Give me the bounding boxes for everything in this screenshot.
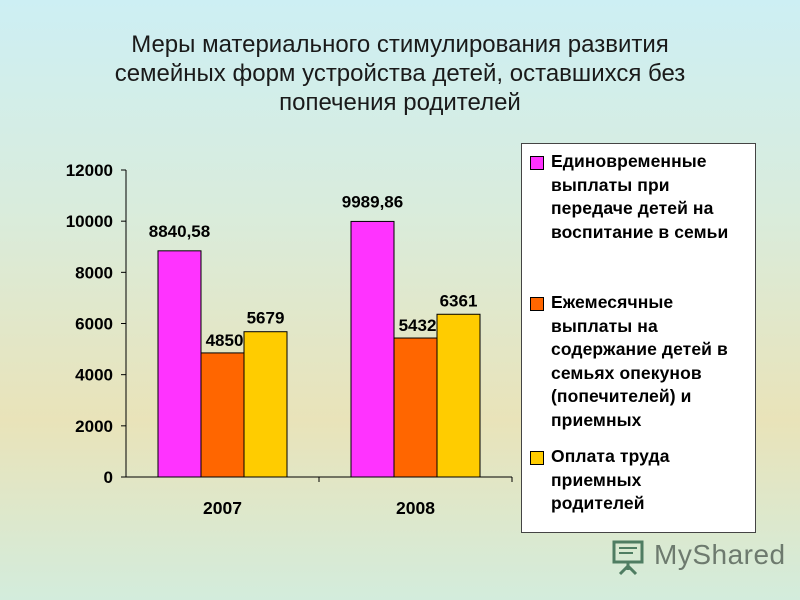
y-tick-label: 12000 bbox=[66, 161, 113, 180]
y-tick-label: 0 bbox=[104, 468, 113, 487]
data-label: 9989,86 bbox=[342, 192, 403, 211]
x-tick-label: 2007 bbox=[203, 498, 242, 518]
chart-title: Меры материального стимулирования развит… bbox=[114, 31, 686, 116]
bar bbox=[436, 313, 481, 478]
legend-item: Единовременные выплаты при передаче дете… bbox=[530, 150, 749, 244]
bar bbox=[200, 352, 245, 478]
y-tick-label: 2000 bbox=[75, 417, 113, 436]
y-tick-label: 8000 bbox=[75, 263, 113, 282]
bar bbox=[393, 337, 438, 478]
legend-swatch bbox=[530, 297, 544, 311]
x-tick-label: 2008 bbox=[396, 498, 435, 518]
data-label: 6361 bbox=[440, 291, 478, 310]
presentation-board-icon bbox=[612, 540, 644, 576]
legend-label: Единовременные выплаты при передаче дете… bbox=[551, 151, 729, 242]
y-tick-label: 4000 bbox=[75, 366, 113, 385]
data-label: 5679 bbox=[247, 309, 285, 328]
legend-swatch bbox=[530, 156, 544, 170]
legend-label: Оплата труда приемных родителей bbox=[551, 446, 670, 513]
legend-item: Ежемесячные выплаты на содержание детей … bbox=[530, 291, 749, 432]
watermark-text: MyShared bbox=[654, 539, 786, 570]
y-tick-label: 6000 bbox=[75, 315, 113, 334]
y-tick-label: 10000 bbox=[66, 212, 113, 231]
data-label: 4850 bbox=[206, 331, 244, 350]
chart-legend: Единовременные выплаты при передаче дете… bbox=[521, 143, 756, 533]
legend-label: Ежемесячные выплаты на содержание детей … bbox=[551, 292, 728, 430]
bar bbox=[350, 220, 395, 478]
data-label: 5432 bbox=[399, 316, 437, 335]
watermark-logo: MyShared bbox=[606, 536, 785, 576]
bar bbox=[157, 250, 202, 478]
legend-item: Оплата труда приемных родителей bbox=[530, 445, 749, 516]
data-label: 8840,58 bbox=[149, 222, 210, 241]
bar bbox=[243, 331, 288, 478]
legend-swatch bbox=[530, 451, 544, 465]
